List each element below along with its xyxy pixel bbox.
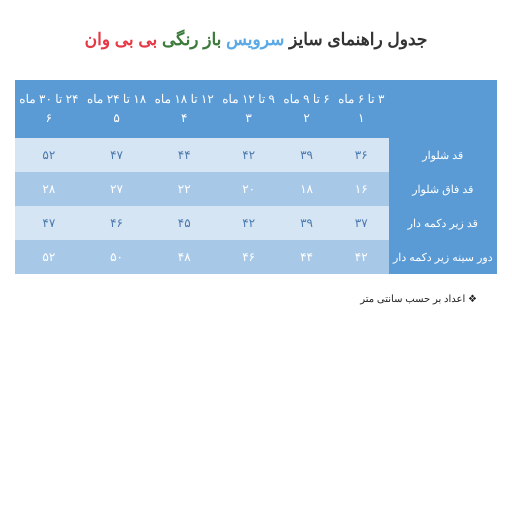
cell: ۲۰	[218, 172, 279, 206]
table-corner	[389, 80, 497, 138]
cell: ۴۸	[150, 240, 218, 274]
cell: ۴۶	[218, 240, 279, 274]
cell: ۴۲	[218, 138, 279, 172]
col-header: ۶ تا ۹ ماه ۲	[279, 80, 334, 138]
row-label: دور سینه زیر دکمه دار	[389, 240, 497, 274]
table-row: دور سینه زیر دکمه دار ۴۲ ۴۴ ۴۶ ۴۸ ۵۰ ۵۲	[15, 240, 497, 274]
row-label: قد شلوار	[389, 138, 497, 172]
unit-note: اعداد بر حسب سانتی متر	[15, 294, 497, 305]
cell: ۴۴	[279, 240, 334, 274]
cell: ۲۲	[150, 172, 218, 206]
cell: ۲۷	[83, 172, 151, 206]
title-prefix: جدول راهنمای سایز	[289, 30, 427, 49]
table-row: قد فاق شلوار ۱۶ ۱۸ ۲۰ ۲۲ ۲۷ ۲۸	[15, 172, 497, 206]
cell: ۱۶	[334, 172, 389, 206]
cell: ۵۲	[15, 240, 83, 274]
title-part3: بی بی وان	[85, 30, 158, 49]
cell: ۱۸	[279, 172, 334, 206]
cell: ۵۲	[15, 138, 83, 172]
col-header: ۱۲ تا ۱۸ ماه ۴	[150, 80, 218, 138]
cell: ۵۰	[83, 240, 151, 274]
cell: ۴۲	[334, 240, 389, 274]
title-part1: سرویس	[226, 30, 284, 49]
cell: ۳۹	[279, 206, 334, 240]
col-header: ۳ تا ۶ ماه ۱	[334, 80, 389, 138]
cell: ۴۵	[150, 206, 218, 240]
cell: ۴۷	[83, 138, 151, 172]
col-header: ۹ تا ۱۲ ماه ۳	[218, 80, 279, 138]
cell: ۲۸	[15, 172, 83, 206]
col-header: ۲۴ تا ۳۰ ماه ۶	[15, 80, 83, 138]
cell: ۴۷	[15, 206, 83, 240]
table-row: قد شلوار ۳۶ ۳۹ ۴۲ ۴۴ ۴۷ ۵۲	[15, 138, 497, 172]
page-title: جدول راهنمای سایز سرویس باز رنگی بی بی و…	[85, 30, 428, 50]
cell: ۳۹	[279, 138, 334, 172]
cell: ۳۶	[334, 138, 389, 172]
cell: ۴۴	[150, 138, 218, 172]
size-table: ۳ تا ۶ ماه ۱ ۶ تا ۹ ماه ۲ ۹ تا ۱۲ ماه ۳ …	[15, 80, 497, 274]
cell: ۴۲	[218, 206, 279, 240]
table-row: قد زیر دکمه دار ۳۷ ۳۹ ۴۲ ۴۵ ۴۶ ۴۷	[15, 206, 497, 240]
row-label: قد زیر دکمه دار	[389, 206, 497, 240]
title-part2: باز رنگی	[162, 30, 221, 49]
cell: ۳۷	[334, 206, 389, 240]
row-label: قد فاق شلوار	[389, 172, 497, 206]
cell: ۴۶	[83, 206, 151, 240]
col-header: ۱۸ تا ۲۴ ماه ۵	[83, 80, 151, 138]
